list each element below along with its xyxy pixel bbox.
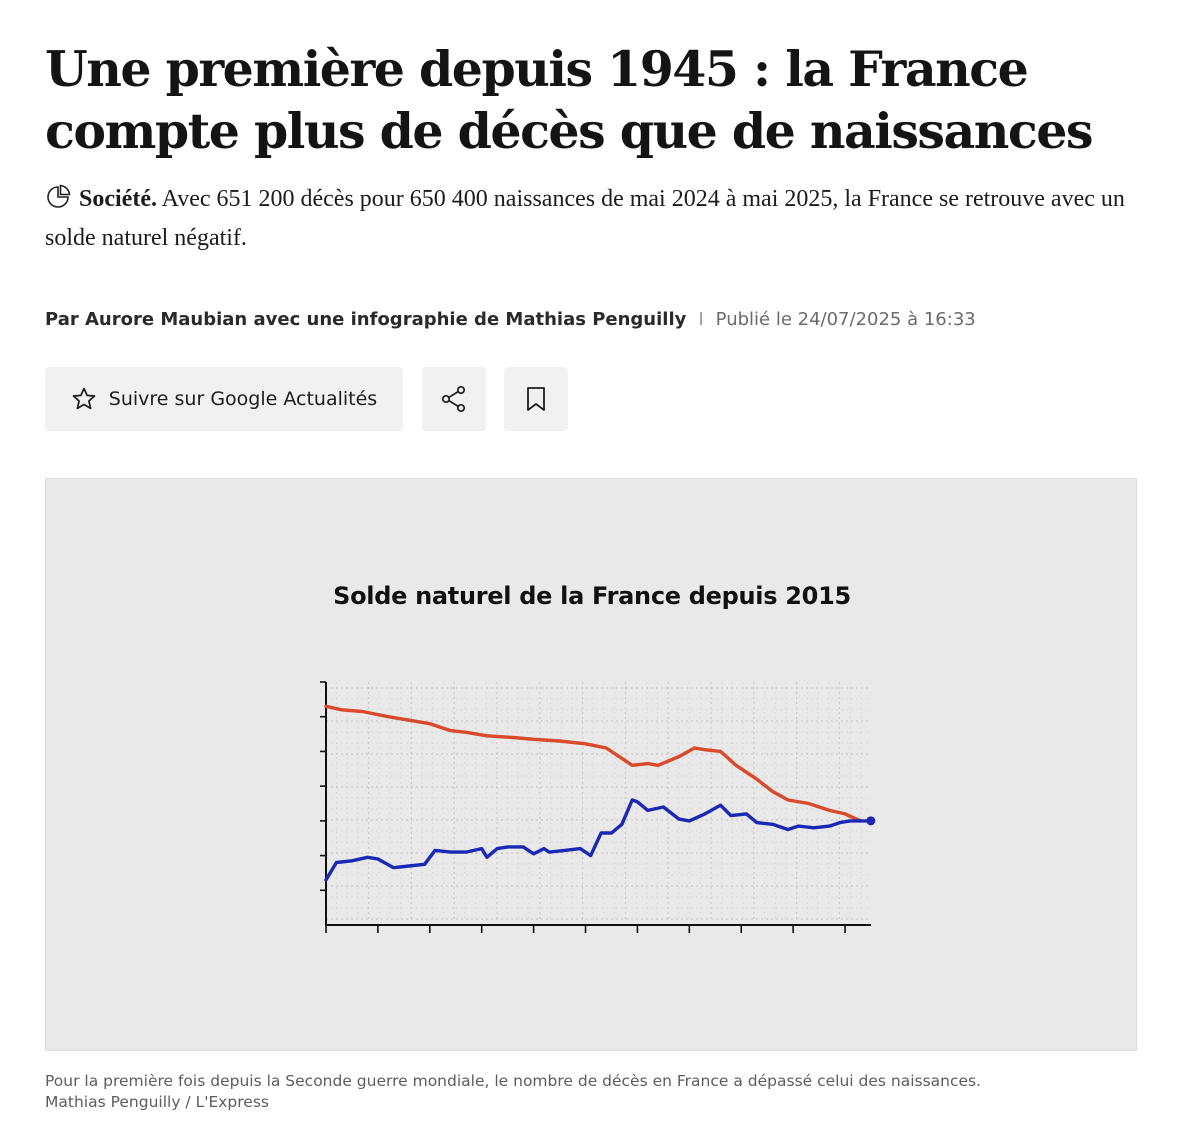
infographic: Solde naturel de la France depuis 2015 — [45, 478, 1137, 1051]
pie-chart-icon — [47, 184, 71, 208]
series-line-deces — [324, 798, 868, 882]
chart-title: Solde naturel de la France depuis 2015 — [333, 582, 851, 610]
series-line-naissances — [324, 704, 863, 823]
article-standfirst: Société. Avec 651 200 décès pour 650 400… — [45, 180, 1145, 258]
follow-google-news-button[interactable]: Suivre sur Google Actualités — [45, 367, 403, 431]
share-icon — [441, 385, 466, 413]
section-link[interactable]: Société. — [79, 186, 157, 212]
follow-button-label: Suivre sur Google Actualités — [108, 388, 378, 410]
bookmark-button[interactable] — [504, 367, 568, 431]
byline-separator: I — [698, 309, 704, 330]
share-button[interactable] — [422, 367, 486, 431]
line-chart — [320, 681, 876, 933]
series-end-point — [866, 816, 876, 826]
byline: Par Aurore Maubian avec une infographie … — [45, 306, 976, 334]
byline-authors[interactable]: Par Aurore Maubian avec une infographie … — [45, 309, 687, 330]
bookmark-icon — [527, 387, 545, 411]
standfirst-text: Avec 651 200 décès pour 650 400 naissanc… — [45, 186, 1125, 251]
caption-credit: Mathias Penguilly / L'Express — [45, 1093, 269, 1111]
star-icon — [72, 387, 96, 410]
caption-text: Pour la première fois depuis la Seconde … — [45, 1072, 982, 1090]
figure-caption: Pour la première fois depuis la Seconde … — [45, 1071, 1145, 1113]
article-headline: Une première depuis 1945 : la France com… — [45, 40, 1093, 160]
publish-date: Publié le 24/07/2025 à 16:33 — [715, 309, 976, 330]
